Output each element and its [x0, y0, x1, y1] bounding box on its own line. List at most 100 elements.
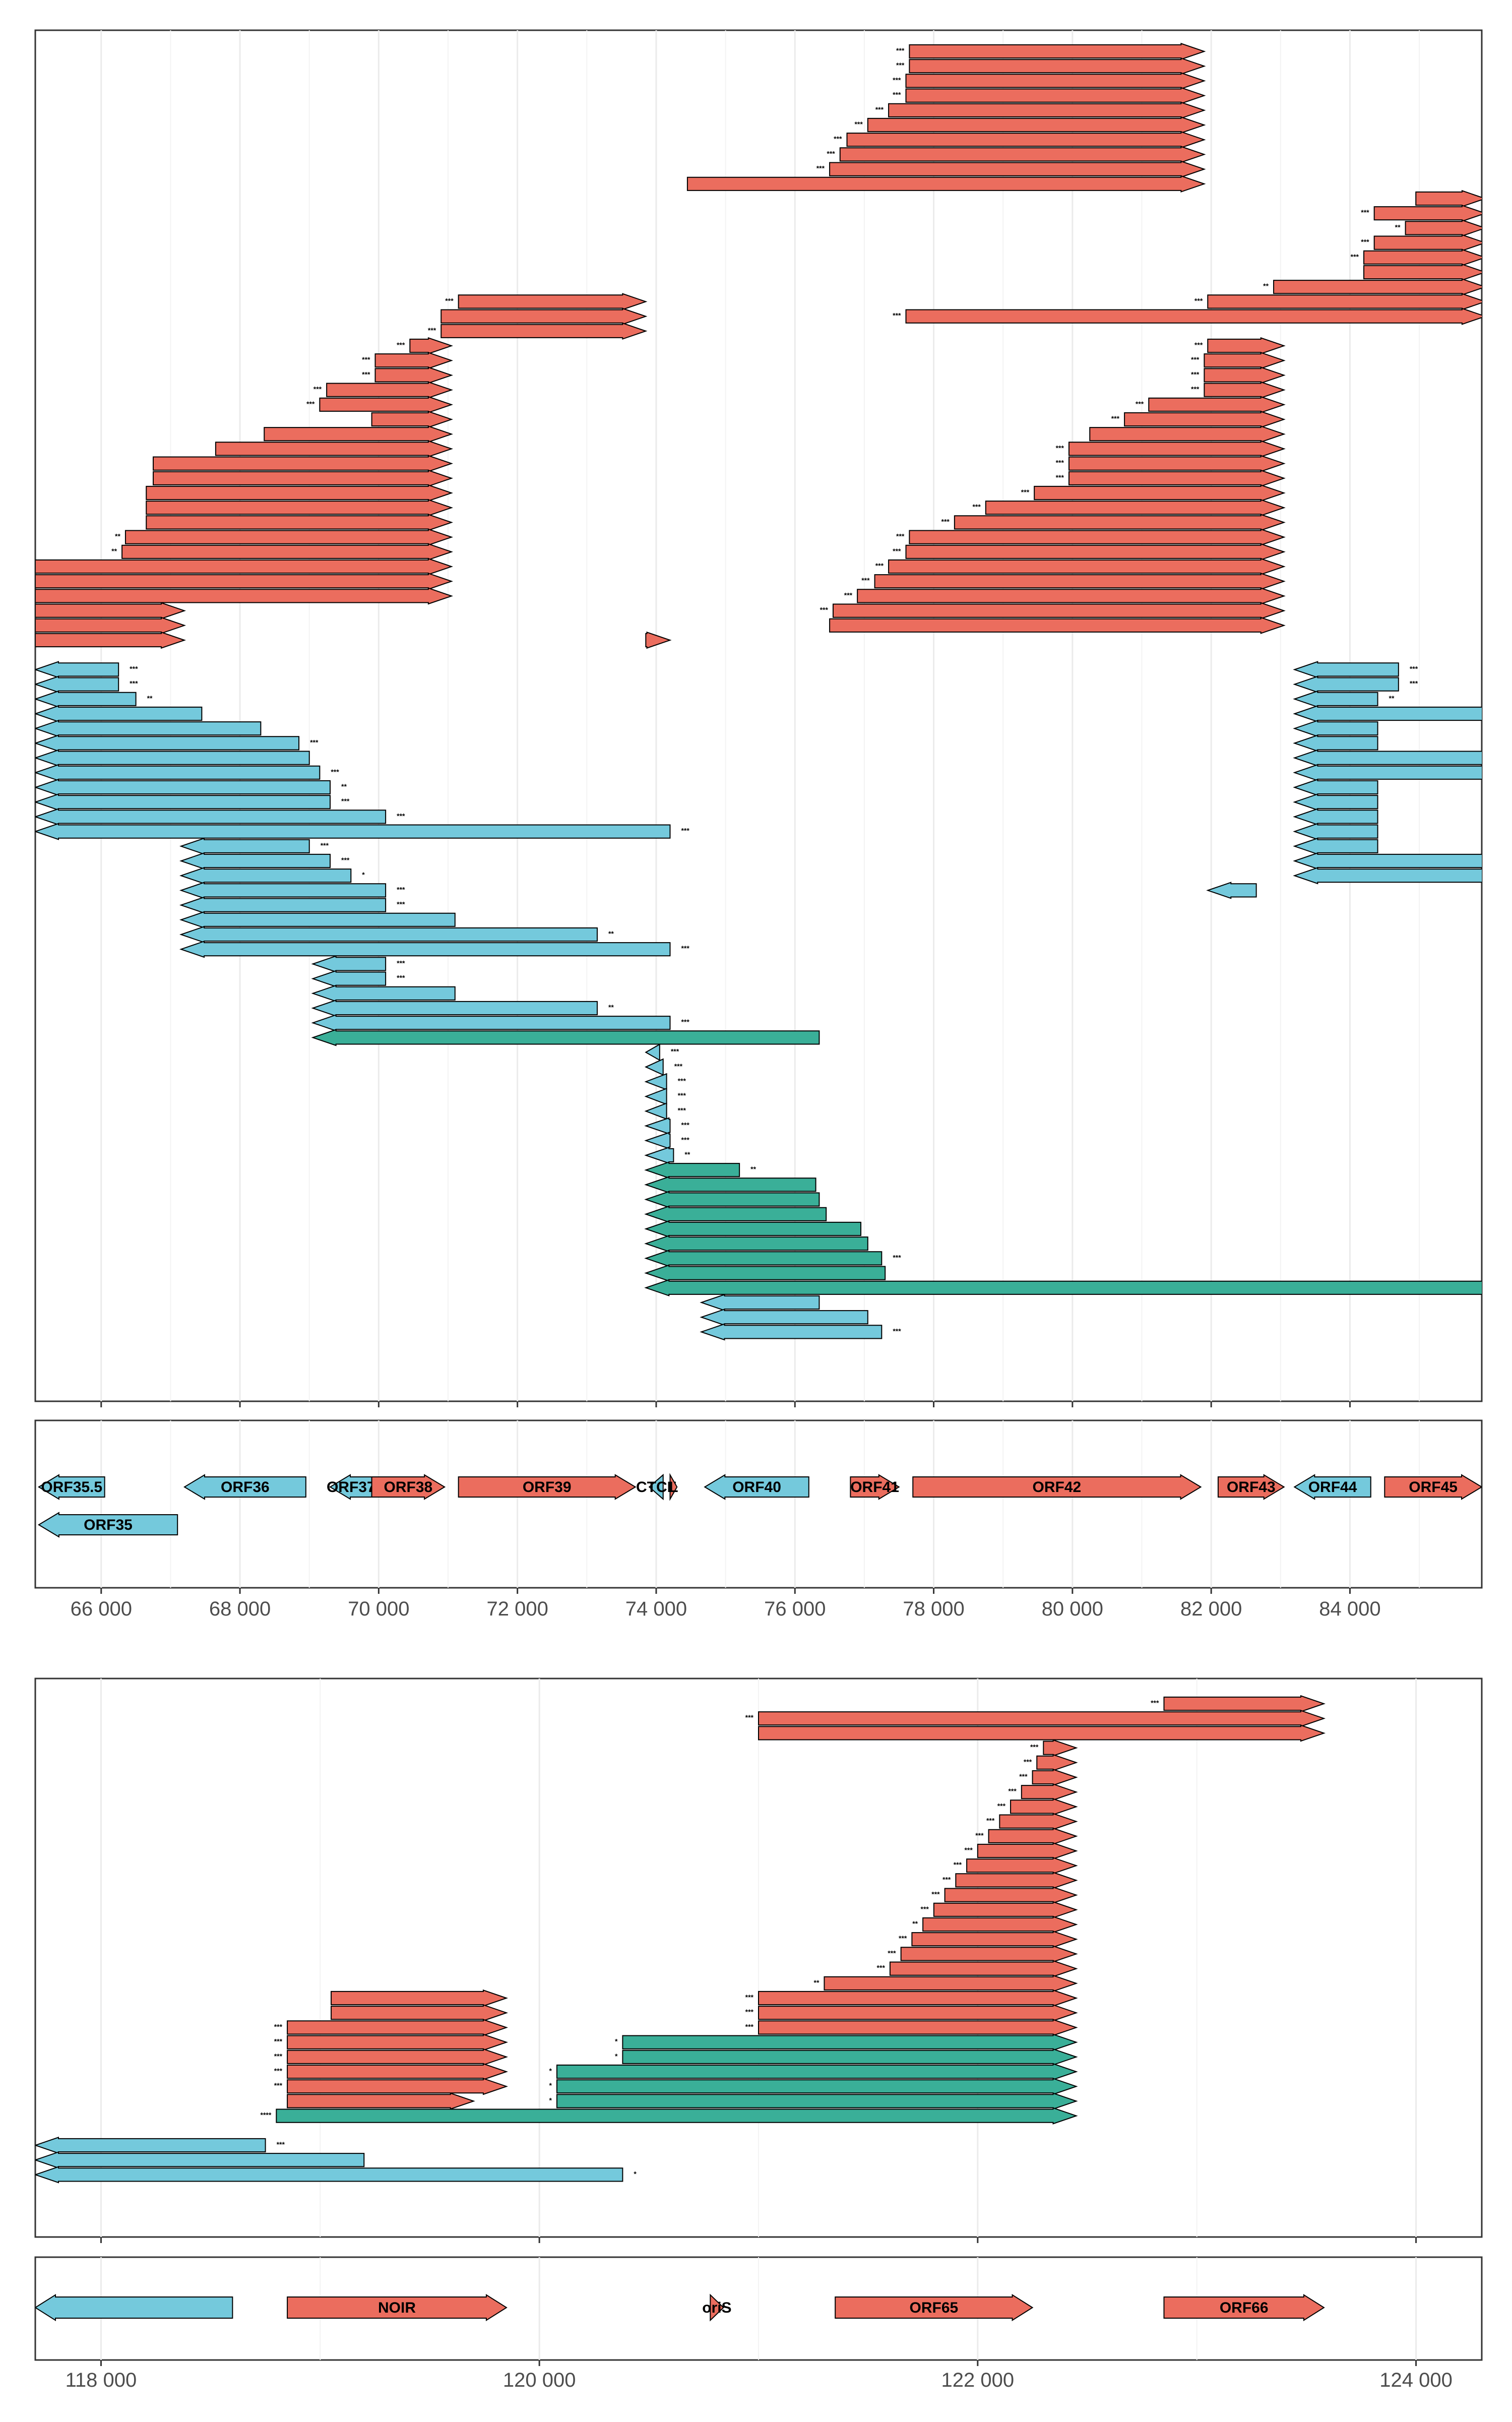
- significance-label: ***: [681, 827, 689, 835]
- read-10: [1415, 190, 1482, 208]
- significance-label: ***: [975, 1831, 984, 1839]
- read-122: [1293, 837, 1378, 855]
- reads: ****************************************…: [35, 42, 1482, 1341]
- significance-label: **: [111, 547, 117, 555]
- read-111: [1293, 675, 1399, 693]
- read-3: [905, 87, 1206, 104]
- significance-label: *: [615, 2037, 618, 2045]
- significance-label: **: [341, 782, 347, 790]
- read-74: [35, 808, 387, 826]
- read-97: [644, 1146, 674, 1164]
- read-94: [644, 1102, 667, 1120]
- read-44: [1204, 352, 1286, 369]
- read-62: [829, 616, 1286, 634]
- read-114: [1293, 720, 1378, 737]
- read-99: [644, 1176, 816, 1194]
- significance-label: ***: [397, 900, 405, 908]
- read-1: [909, 57, 1206, 75]
- read-64: [35, 661, 119, 678]
- gene-ctcf: [648, 1473, 664, 1501]
- x-tick-label: 68 000: [209, 1598, 271, 1620]
- significance-label: ***: [397, 974, 405, 982]
- significance-label: ***: [274, 2022, 283, 2030]
- significance-label: ***: [896, 46, 905, 54]
- read-11: [966, 1857, 1078, 1875]
- read-58: [888, 557, 1286, 576]
- read-5: [1032, 1768, 1078, 1786]
- read-78: [179, 867, 352, 885]
- read-63: [645, 631, 672, 649]
- read-124: [1293, 867, 1482, 885]
- gene-orf38: [371, 1474, 446, 1500]
- gene-track-frame: [34, 1419, 1483, 1589]
- significance-label: ***: [899, 1934, 907, 1942]
- read-26: [556, 2078, 1078, 2095]
- read-43: [1207, 337, 1286, 355]
- significance-label: *: [634, 2169, 637, 2178]
- gene-label: ORF44: [1308, 1479, 1357, 1496]
- significance-label: ***: [1410, 664, 1418, 672]
- significance-label: ***: [816, 164, 825, 172]
- x-tick-label: 66 000: [71, 1598, 132, 1620]
- significance-label: ***: [877, 1964, 886, 1972]
- read-100: [644, 1191, 820, 1208]
- read-23: [374, 352, 453, 369]
- read-0: [1163, 1695, 1326, 1713]
- read-91: [644, 1058, 664, 1076]
- gene-label: ORF45: [1409, 1479, 1458, 1496]
- read-32: [146, 484, 453, 502]
- read-83: [179, 941, 671, 958]
- significance-label: ***: [745, 2008, 754, 2016]
- read-3: [1043, 1739, 1078, 1757]
- read-34: [146, 514, 453, 531]
- read-21: [440, 322, 648, 340]
- read-110: [1293, 661, 1399, 678]
- significance-label: ***: [274, 2037, 283, 2045]
- gene-orf42: [912, 1474, 1202, 1500]
- significance-label: **: [115, 532, 120, 540]
- read-105: [644, 1264, 886, 1282]
- significance-label: ***: [445, 296, 454, 304]
- significance-label: ***: [1194, 341, 1203, 349]
- read-101: [644, 1205, 827, 1223]
- read-7: [839, 146, 1206, 163]
- read-50: [1068, 440, 1286, 458]
- x-axis: 66 000 68 000 70 000 72 000 74 000 76 000 78 0…: [71, 1401, 1381, 1620]
- significance-label: **: [1263, 282, 1269, 290]
- read-22: [409, 337, 453, 355]
- read-20: [440, 307, 648, 325]
- read-8: [829, 160, 1206, 178]
- read-75: [35, 823, 671, 840]
- read-95: [644, 1117, 671, 1135]
- read-4: [1036, 1754, 1078, 1771]
- significance-label: ***: [1191, 385, 1200, 393]
- read-35: [287, 2078, 509, 2095]
- read-38: [35, 2151, 365, 2169]
- gene-orf35.5: [37, 1474, 105, 1500]
- gene-orf45: [1384, 1474, 1482, 1500]
- read-67: [35, 705, 203, 723]
- significance-label: **: [750, 1165, 756, 1173]
- read-88: [311, 1014, 671, 1032]
- read-117: [1293, 764, 1482, 781]
- read-102: [644, 1220, 862, 1238]
- significance-label: ***: [844, 591, 853, 599]
- genes: NOIR oriS ORF65 ORF66: [35, 2293, 1325, 2322]
- read-29: [331, 1989, 509, 2007]
- significance-label: ***: [1361, 208, 1369, 216]
- read-29: [215, 440, 453, 458]
- read-16: [911, 1931, 1078, 1948]
- significance-label: ***: [681, 1018, 689, 1026]
- gene-label: ORF38: [384, 1479, 433, 1496]
- read-19: [824, 1974, 1078, 1992]
- read-55: [954, 514, 1286, 531]
- read-57: [905, 543, 1286, 561]
- significance-label: ***: [678, 1106, 686, 1114]
- x-axis: 118 000 120 000 122 000 124 000: [66, 2237, 1453, 2391]
- read-5: [867, 116, 1206, 134]
- read-104: [644, 1250, 883, 1267]
- significance-label: ***: [331, 768, 339, 776]
- gene-orf43: [1217, 1474, 1285, 1500]
- read-17: [1207, 293, 1482, 310]
- read-59: [874, 573, 1286, 590]
